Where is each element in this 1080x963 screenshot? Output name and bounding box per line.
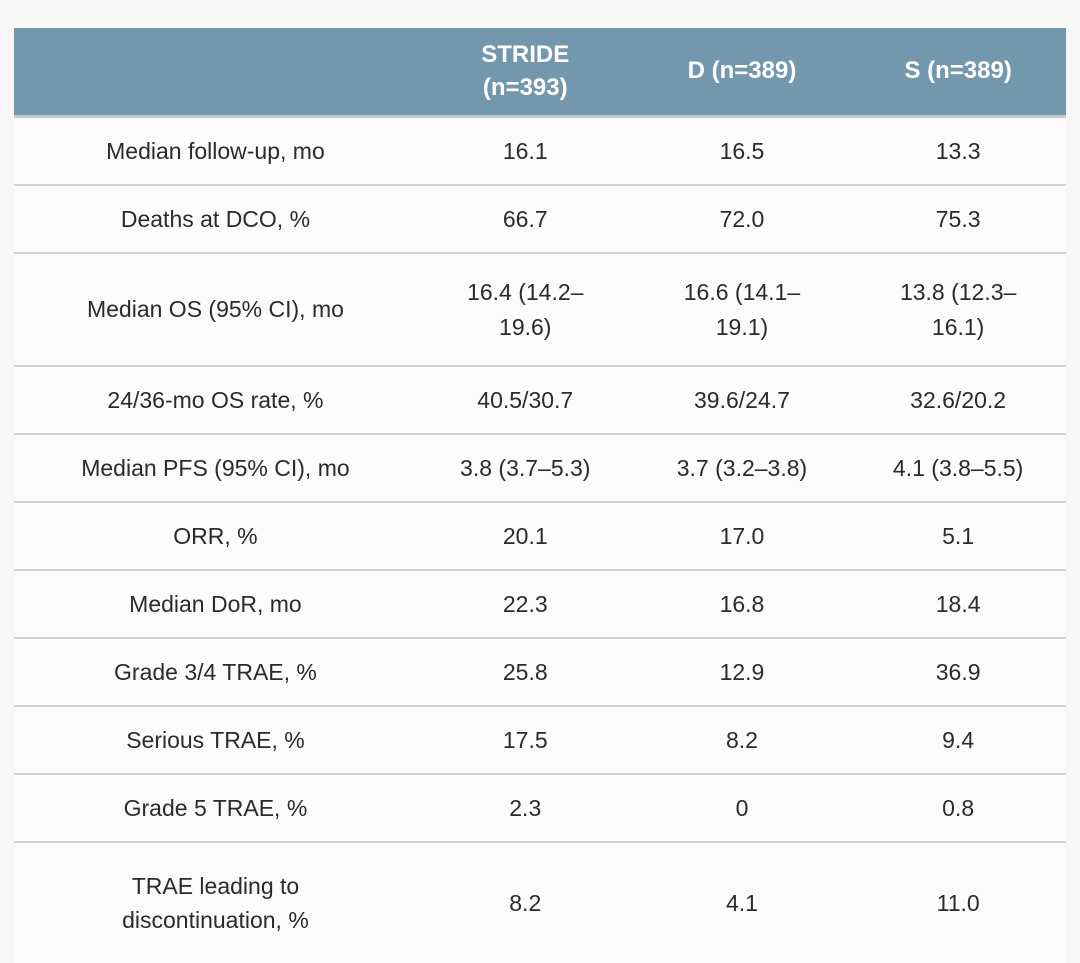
cell-value: 4.1 (725, 889, 758, 916)
row-label: 24/36-mo OS rate, % (107, 386, 324, 413)
table-row: Serious TRAE, % 17.5 8.2 9.4 (14, 707, 1066, 775)
table-row: Median PFS (95% CI), mo 3.8 (3.7–5.3) 3.… (14, 435, 1066, 503)
cell-value: 40.5/30.7 (477, 386, 574, 413)
cell-value: 13.3 (935, 137, 981, 164)
cell-value: 72.0 (719, 205, 765, 232)
cell-value: 4.1 (3.8–5.5) (892, 454, 1024, 481)
table-row: Median OS (95% CI), mo 16.4 (14.2–19.6) … (14, 254, 1066, 367)
cell-value: 0.8 (942, 794, 975, 821)
results-table: STRIDE (n=393) D (n=389) S (n=389) Media… (14, 28, 1066, 963)
column-header-s: S (n=389) (904, 57, 1012, 85)
table-row: Median DoR, mo 22.3 16.8 18.4 (14, 571, 1066, 639)
cell-value: 25.8 (502, 658, 548, 685)
cell-value: 18.4 (935, 590, 981, 617)
cell-value: 20.1 (502, 522, 548, 549)
table-row: Deaths at DCO, % 66.7 72.0 75.3 (14, 186, 1066, 254)
cell-value: 11.0 (936, 889, 980, 916)
row-label: Grade 5 TRAE, % (123, 794, 308, 821)
row-label: Deaths at DCO, % (120, 205, 311, 232)
cell-value: 66.7 (502, 205, 548, 232)
row-label: Serious TRAE, % (126, 726, 305, 753)
cell-value: 16.8 (719, 590, 765, 617)
cell-value: 5.1 (942, 522, 975, 549)
cell-value: 32.6/20.2 (910, 386, 1007, 413)
table-header-row: STRIDE (n=393) D (n=389) S (n=389) (14, 28, 1066, 118)
cell-value: 3.7 (3.2–3.8) (676, 454, 808, 481)
table-row: ORR, % 20.1 17.0 5.1 (14, 503, 1066, 571)
table-row: 24/36-mo OS rate, % 40.5/30.7 39.6/24.7 … (14, 367, 1066, 435)
column-header-stride: STRIDE (n=393) (481, 41, 570, 101)
cell-value: 16.4 (14.2–19.6) (467, 279, 584, 340)
cell-value: 0 (735, 794, 749, 821)
cell-value: 36.9 (935, 658, 981, 685)
table-row: Grade 3/4 TRAE, % 25.8 12.9 36.9 (14, 639, 1066, 707)
cell-value: 16.6 (14.1–19.1) (683, 279, 801, 340)
cell-value: 13.8 (12.3–16.1) (899, 279, 1017, 340)
row-label: Median OS (95% CI), mo (86, 296, 344, 323)
cell-value: 8.2 (509, 889, 542, 916)
table-row: Median follow-up, mo 16.1 16.5 13.3 (14, 118, 1066, 186)
cell-value: 8.2 (725, 726, 758, 753)
cell-value: 17.0 (719, 522, 765, 549)
cell-value: 12.9 (719, 658, 765, 685)
cell-value: 39.6/24.7 (694, 386, 790, 413)
column-header-blank (14, 28, 417, 115)
column-header-d: D (n=389) (687, 57, 797, 85)
cell-value: 9.4 (942, 726, 975, 753)
cell-value: 2.3 (509, 794, 542, 821)
table-row: TRAE leading to discontinuation, % 8.2 4… (14, 843, 1066, 963)
row-label: Grade 3/4 TRAE, % (114, 658, 317, 685)
row-label: TRAE leading to discontinuation, % (122, 872, 309, 934)
cell-value: 17.5 (502, 726, 548, 753)
cell-value: 16.5 (719, 137, 765, 164)
cell-value: 16.1 (502, 137, 548, 164)
row-label: Median PFS (95% CI), mo (81, 454, 350, 481)
row-label: ORR, % (173, 522, 258, 549)
cell-value: 22.3 (502, 590, 548, 617)
cell-value: 3.8 (3.7–5.3) (460, 454, 591, 481)
row-label: Median follow-up, mo (106, 137, 325, 164)
table-row: Grade 5 TRAE, % 2.3 0 0.8 (14, 775, 1066, 843)
cell-value: 75.3 (935, 205, 981, 232)
row-label: Median DoR, mo (129, 590, 302, 617)
